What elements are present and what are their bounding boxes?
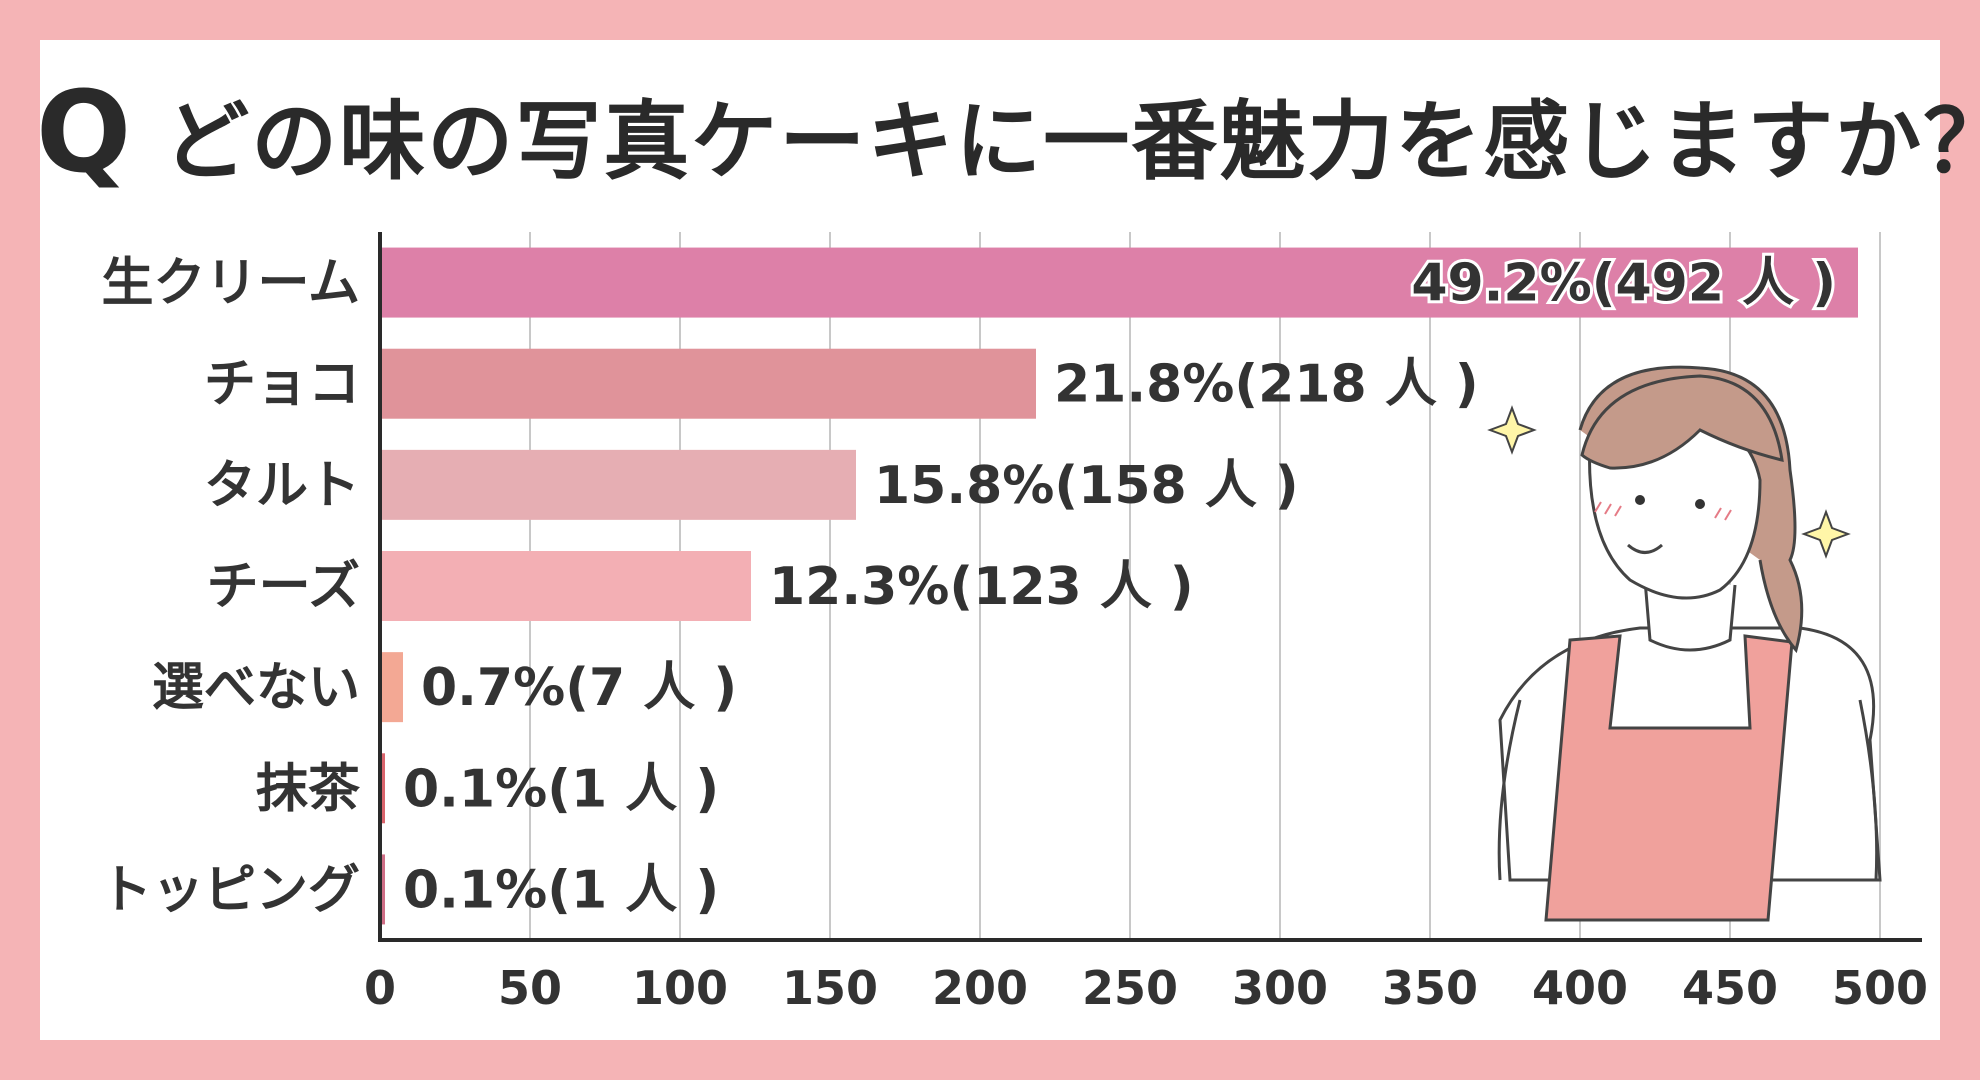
x-tick-label: 100: [632, 961, 728, 1015]
x-tick-labels: 0 50 100 150 200 250 300 350 400 450 500: [364, 961, 1928, 1015]
x-tick-label: 500: [1832, 961, 1928, 1015]
value-label: 15.8%(158 人 ): [874, 456, 1299, 516]
x-tick-label: 200: [932, 961, 1028, 1015]
category-label: トッピング: [100, 860, 360, 920]
x-tick-label: 150: [782, 961, 878, 1015]
bar: [382, 348, 1036, 419]
category-label: 生クリーム: [102, 254, 360, 314]
category-label: 抹茶: [256, 759, 361, 819]
bar: [382, 854, 385, 925]
x-tick-label: 350: [1382, 961, 1478, 1015]
value-label: 49.2%(492 人 ): [1411, 254, 1836, 314]
x-tick-label: 0: [364, 961, 396, 1015]
category-label: タルト: [204, 456, 360, 516]
bars: [382, 247, 1858, 925]
x-tick-label: 450: [1682, 961, 1778, 1015]
x-tick-label: 400: [1532, 961, 1628, 1015]
x-tick-label: 50: [498, 961, 562, 1015]
bar: [382, 753, 385, 824]
question-mark-q: Q: [36, 68, 134, 198]
sparkle-icon: [1487, 405, 1537, 455]
category-label: 選べない: [152, 658, 360, 718]
value-labels: 49.2%(492 人 ) 21.8%(218 人 ) 15.8%(158 人 ) 1…: [403, 251, 1839, 921]
question-text: どの味の写真ケーキに一番魅力を感じますか？: [163, 91, 1980, 192]
axes: [378, 232, 1922, 942]
woman-in-apron-illustration: [1497, 365, 1882, 922]
value-label: 21.8%(218 人 ): [1054, 355, 1479, 415]
x-tick-label: 250: [1082, 961, 1178, 1015]
sparkle-icon: [1801, 509, 1851, 559]
question-title: Q どの味の写真ケーキに一番魅力を感じますか？: [36, 58, 1980, 208]
bar: [382, 551, 751, 621]
bar: [382, 247, 1858, 318]
bar: [382, 449, 856, 520]
value-label: 12.3%(123 人 ): [769, 557, 1194, 617]
x-tick-label: 300: [1232, 961, 1328, 1015]
bar: [382, 652, 403, 723]
category-label: チーズ: [207, 557, 360, 617]
value-label: 0.7%(7 人 ): [421, 658, 737, 718]
value-label: 0.1%(1 人 ): [403, 759, 719, 819]
category-label: チョコ: [204, 355, 360, 415]
value-label: 0.1%(1 人 ): [403, 860, 719, 920]
